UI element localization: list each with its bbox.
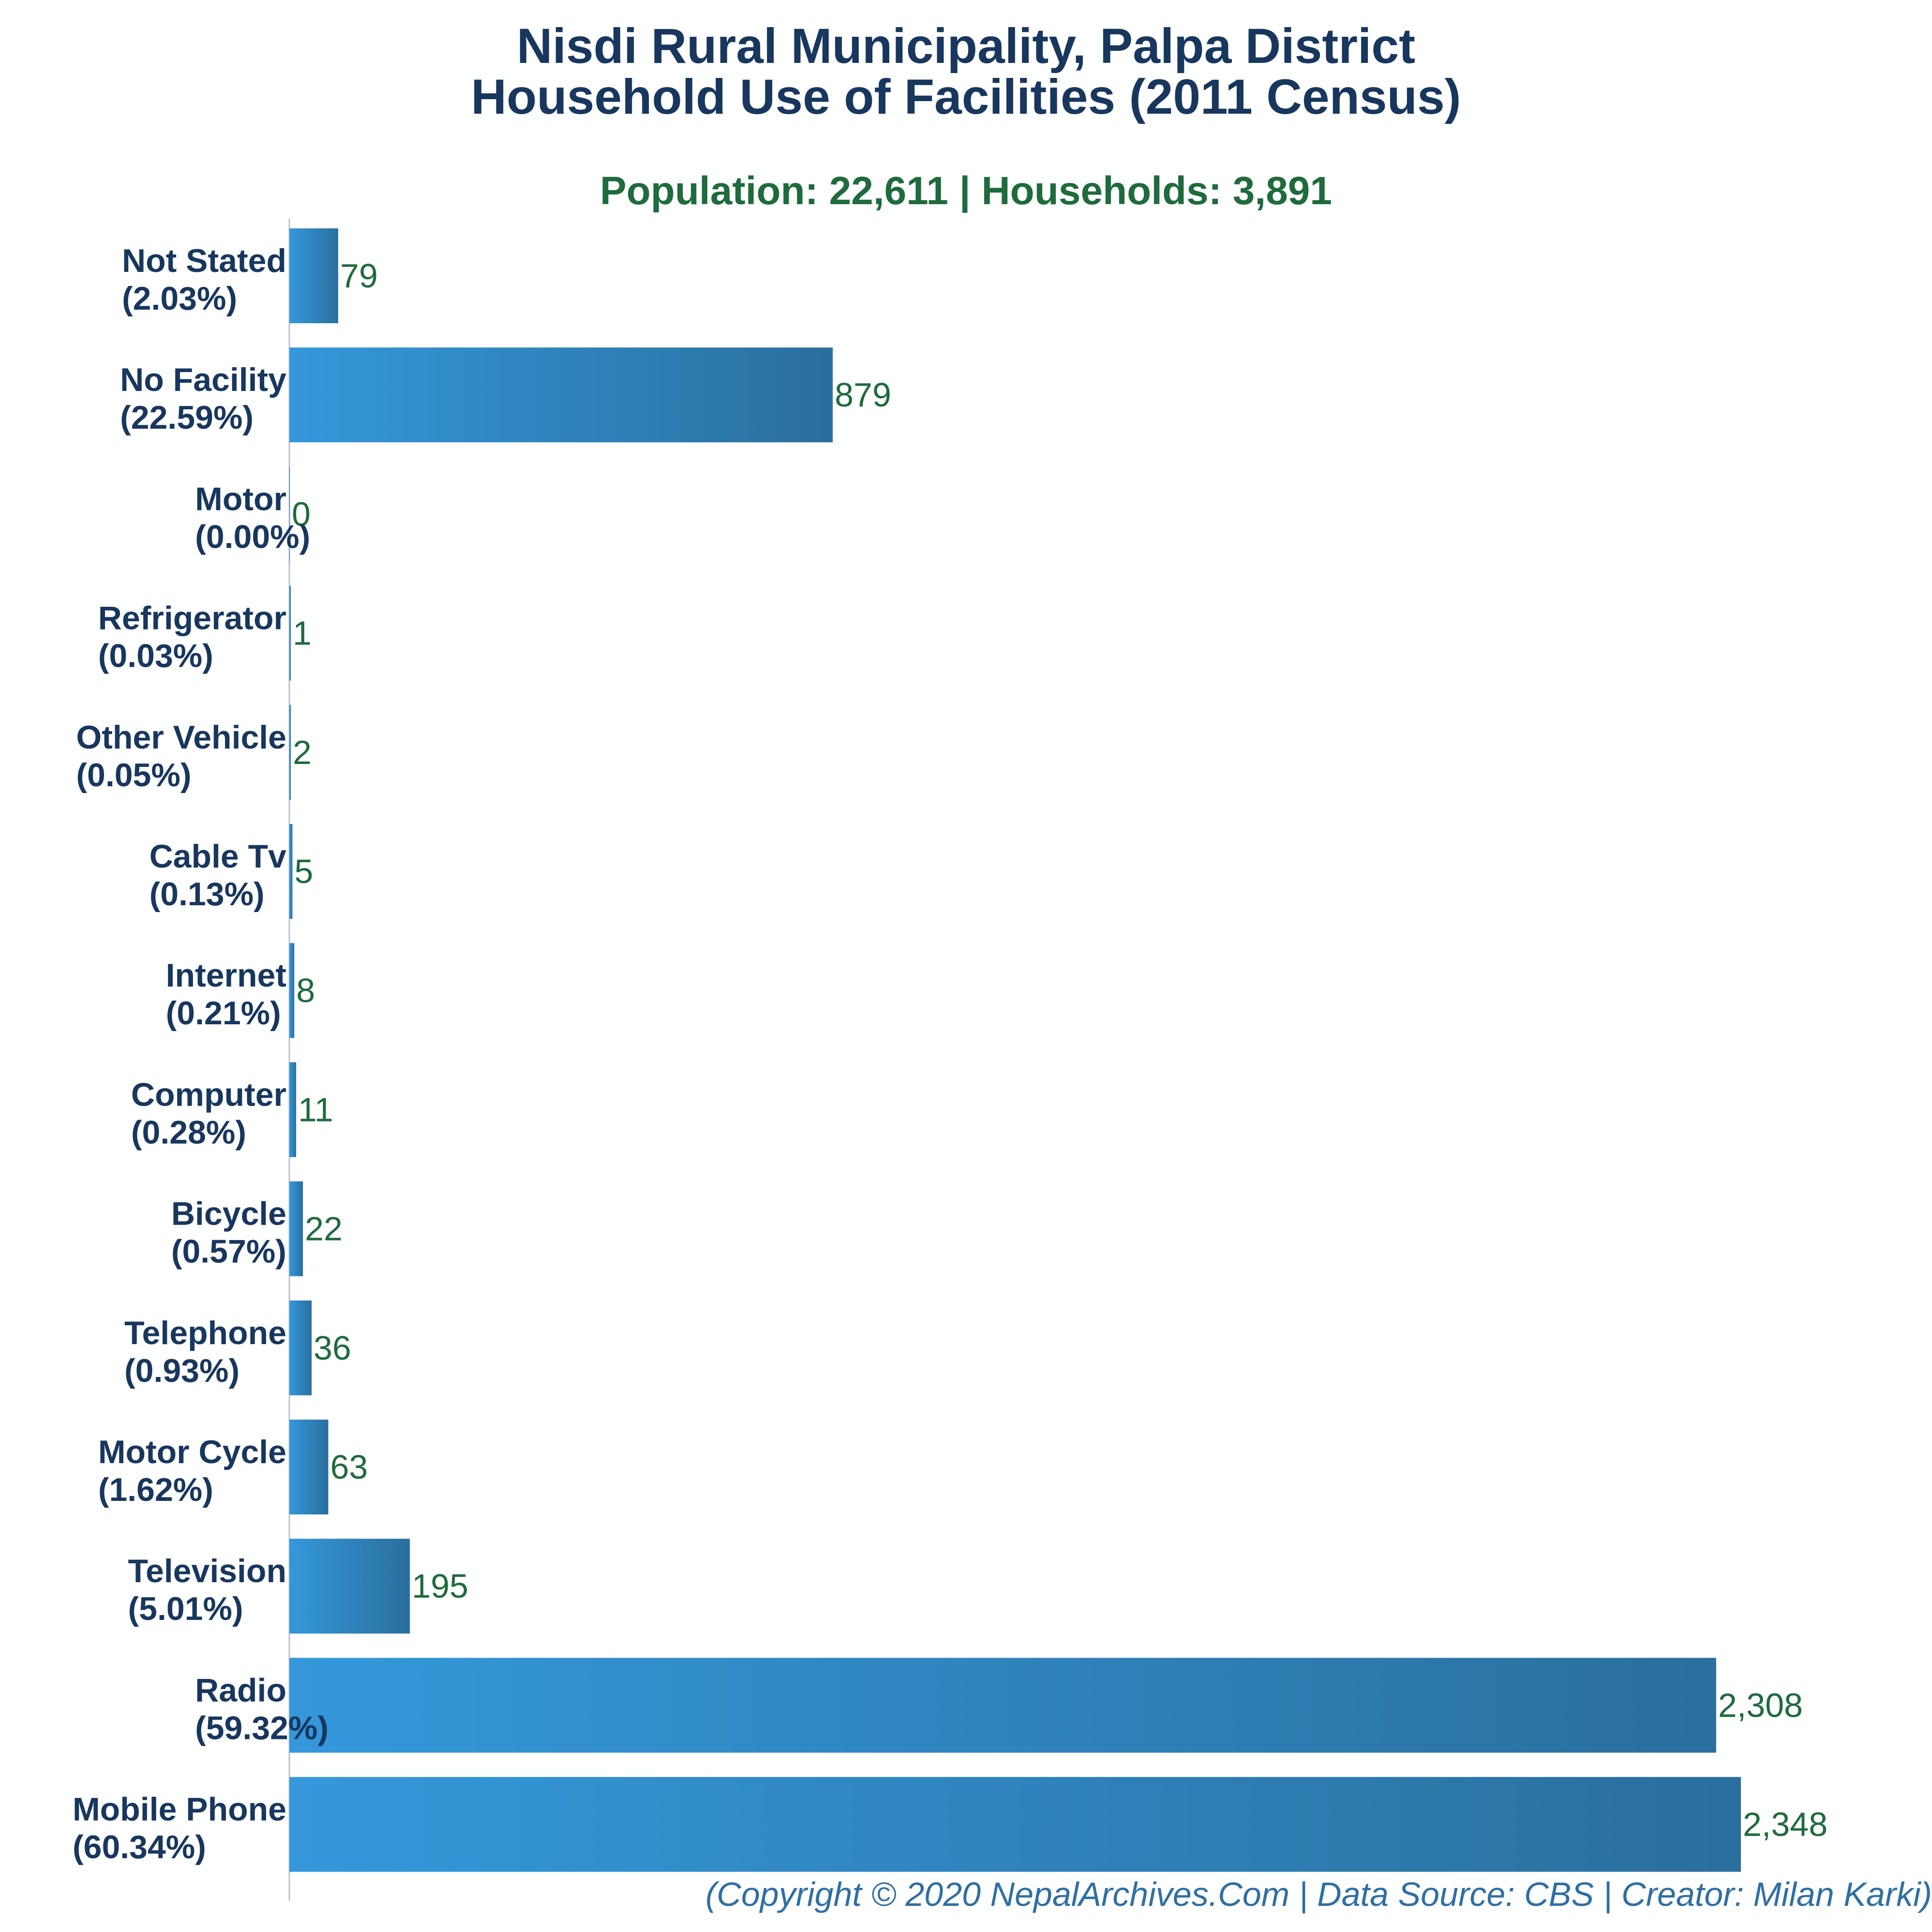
value-label: 879	[835, 376, 891, 414]
bar-television	[289, 1539, 410, 1634]
category-label: Motor	[195, 480, 286, 517]
category-label: Television	[128, 1553, 286, 1589]
value-label: 2,308	[1718, 1686, 1803, 1724]
value-label: 22	[305, 1210, 343, 1248]
value-label: 195	[412, 1567, 468, 1605]
category-label: Motor Cycle	[98, 1434, 286, 1470]
chart-subtitle: Population: 22,611 | Households: 3,891	[599, 169, 1333, 213]
copyright-footer: (Copyright © 2020 NepalArchives.Com | Da…	[705, 1875, 1932, 1913]
category-label: Computer	[131, 1076, 286, 1113]
category-percent-label: (0.57%)	[171, 1233, 286, 1270]
bar-bicycle	[289, 1181, 303, 1276]
bar-computer	[289, 1062, 297, 1157]
value-label: 0	[292, 495, 311, 533]
category-label: Other Vehicle	[76, 719, 286, 756]
category-percent-label: (1.62%)	[98, 1471, 213, 1508]
value-label: 2,348	[1743, 1806, 1827, 1843]
bar-radio	[289, 1658, 1716, 1753]
bar-other-vehicle	[289, 704, 291, 800]
category-percent-label: (0.28%)	[131, 1114, 246, 1151]
category-percent-label: (0.21%)	[166, 995, 281, 1032]
value-label: 36	[314, 1329, 351, 1367]
value-label: 1	[293, 614, 312, 652]
bar-internet	[289, 943, 295, 1038]
chart-title-line-1: Nisdi Rural Municipality, Palpa District	[516, 18, 1416, 74]
value-label: 11	[298, 1091, 333, 1128]
bar-not-stated	[289, 228, 338, 323]
category-percent-label: (0.93%)	[124, 1352, 240, 1389]
category-percent-label: (2.03%)	[122, 280, 237, 317]
category-label: Radio	[195, 1672, 286, 1708]
category-label: Bicycle	[171, 1196, 286, 1232]
value-label: 5	[294, 853, 313, 890]
bars-group: 79 Not Stated(2.03%) 879 No Facility(22.59%…	[73, 228, 1827, 1872]
chart-title-line-2: Household Use of Facilities (2011 Census…	[471, 69, 1461, 124]
category-percent-label: (59.32%)	[195, 1709, 329, 1746]
value-label: 2	[293, 734, 312, 771]
bar-cable-tv	[289, 824, 293, 919]
value-label: 79	[340, 257, 378, 295]
bar-mobile-phone	[289, 1777, 1741, 1872]
value-label: 63	[330, 1448, 368, 1486]
bar-no-facility	[289, 347, 833, 443]
bar-telephone	[289, 1300, 312, 1395]
category-percent-label: (5.01%)	[128, 1590, 243, 1627]
category-label: Not Stated	[122, 242, 286, 279]
category-percent-label: (22.59%)	[120, 399, 254, 436]
bar-motor-cycle	[289, 1420, 329, 1514]
category-label: Mobile Phone	[73, 1791, 286, 1828]
category-percent-label: (0.00%)	[195, 518, 310, 555]
category-percent-label: (0.03%)	[98, 638, 213, 674]
category-percent-label: (0.05%)	[76, 757, 191, 794]
category-label: Cable Tv	[150, 838, 287, 875]
value-label: 8	[296, 972, 315, 1009]
bar-motor	[289, 466, 290, 562]
category-percent-label: (0.13%)	[150, 876, 265, 913]
category-label: No Facility	[120, 361, 286, 398]
category-label: Internet	[166, 957, 286, 994]
category-percent-label: (60.34%)	[73, 1829, 206, 1866]
category-label: Refrigerator	[98, 600, 286, 637]
category-label: Telephone	[124, 1315, 286, 1351]
bar-refrigerator	[289, 585, 291, 681]
